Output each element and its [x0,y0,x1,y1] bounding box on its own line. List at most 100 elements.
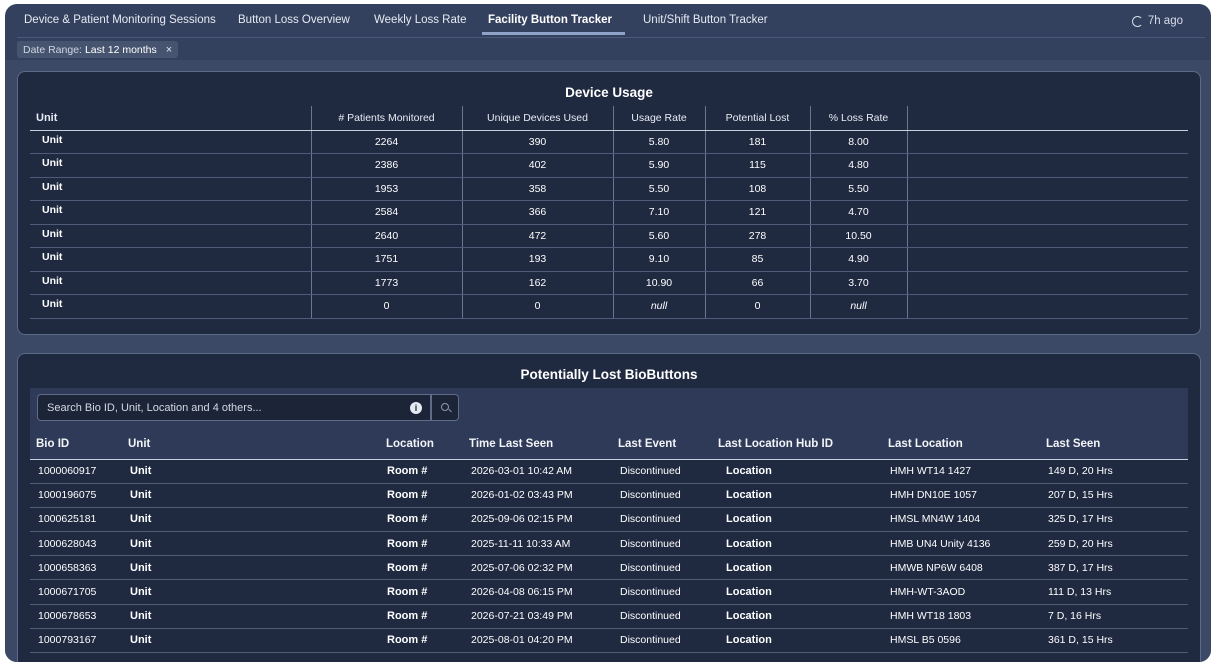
last-event-cell: Discontinued [613,483,713,508]
location-cell: Room # [331,459,464,484]
table-cell: 4.90 [809,247,907,272]
column-header[interactable]: Last Location [883,430,1041,460]
time-last-seen-cell: 2026-01-02 03:43 PM [464,483,613,508]
table-cell: 5.60 [612,224,705,248]
hub-id-cell: Location [713,579,883,605]
tab-weekly-loss-rate[interactable]: Weekly Loss Rate [374,14,467,26]
table-row[interactable]: 1000060917 Unit Room #2026-03-01 10:42 AM D… [30,459,1188,484]
column-header[interactable]: Bio ID [30,430,122,460]
column-header[interactable]: Last Event [613,430,713,460]
table-cell: 5.80 [612,130,705,154]
column-header[interactable]: Unit [30,106,311,131]
hub-id-cell: Location [713,459,883,484]
refresh-icon[interactable] [1131,15,1143,27]
table-cell: 66 [704,271,810,295]
search-button[interactable] [431,394,459,421]
last-location-cell: HMB UN4 Unity 4136 [883,531,1041,557]
unit-cell: Unit [122,628,331,654]
time-last-seen-cell: 2026-04-08 06:15 PM [464,579,613,605]
column-header[interactable]: Unique Devices Used [461,106,613,131]
table-row[interactable]: 1000196075 Unit Room #2026-01-02 03:43 PM D… [30,483,1188,508]
table-cell: 2264 [310,130,462,154]
table-cell: 390 [461,130,613,154]
table-cell: 10.90 [612,271,705,295]
last-event-cell: Discontinued [613,628,713,654]
tab-device-patient-monitoring[interactable]: Device & Patient Monitoring Sessions [24,14,216,26]
unit-cell: Unit [30,130,311,154]
search-icon-handle [448,408,452,413]
last-location-cell: HMH WT18 1803 [883,604,1041,629]
table-row[interactable]: 1000625181 Unit Room #2025-09-06 02:15 PM D… [30,507,1188,533]
column-header[interactable]: Last Seen [1041,430,1188,460]
search-input[interactable] [37,394,431,421]
last-event-cell: Discontinued [613,604,713,629]
time-last-seen-cell: 2025-07-06 02:32 PM [464,555,613,581]
column-header[interactable]: Unit [122,430,331,460]
location-cell: Room # [331,579,464,605]
bio-id-cell: 1000793167 [30,628,122,654]
column-header[interactable]: % Loss Rate [809,106,907,131]
table-row[interactable]: Unit 1773 162 10.90 66 3.70 [30,271,1188,295]
hub-id-cell: Location [713,483,883,508]
bio-id-cell: 1000658363 [30,555,122,581]
unit-cell: Unit [122,531,331,557]
table-cell: 472 [461,224,613,248]
table-header-row: Bio ID Unit Location Time Last Seen Last… [30,430,1188,460]
table-cell: 2386 [310,153,462,178]
tab-unit-shift-button-tracker[interactable]: Unit/Shift Button Tracker [643,14,768,26]
table-cell: 0 [461,294,613,319]
filter-value: Last 12 months [84,43,157,56]
tab-button-loss-overview[interactable]: Button Loss Overview [238,14,350,26]
table-cell: 3.70 [809,271,907,295]
last-seen-cell: 111 D, 13 Hrs [1041,579,1188,605]
column-header[interactable]: Last Location Hub ID [713,430,883,460]
table-header-row: Unit # Patients Monitored Unique Devices… [30,106,1188,131]
table-row[interactable]: Unit 1751 193 9.10 85 4.90 [30,247,1188,272]
bio-id-cell: 1000678653 [30,604,122,629]
table-cell: 1773 [310,271,462,295]
tab-facility-button-tracker[interactable]: Facility Button Tracker [488,14,612,26]
hub-id-cell: Location [713,507,883,533]
date-range-filter-chip[interactable]: Date Range: Last 12 months × [17,41,179,58]
last-event-cell: Discontinued [613,555,713,581]
table-cell-spacer [906,271,1188,295]
table-row[interactable]: 1000658363 Unit Room #2025-07-06 02:32 PM D… [30,555,1188,581]
location-cell: Room # [331,555,464,581]
table-row[interactable]: Unit 2386 402 5.90 115 4.80 [30,153,1188,178]
bio-id-cell: 1000196075 [30,483,122,508]
last-event-cell: Discontinued [613,459,713,484]
table-cell: 85 [704,247,810,272]
column-header[interactable]: Location [331,430,464,460]
column-header[interactable]: Potential Lost [704,106,810,131]
column-header[interactable]: Usage Rate [612,106,705,131]
bio-id-cell: 1000625181 [30,507,122,533]
last-event-cell: Discontinued [613,507,713,533]
content-area: Device Usage Unit # Patients Monitored U… [5,60,1211,662]
info-icon[interactable]: i [410,402,422,414]
column-header[interactable]: Time Last Seen [464,430,613,460]
bio-id-cell: 1000628043 [30,531,122,557]
last-seen-cell: 259 D, 20 Hrs [1041,531,1188,557]
last-event-cell: Discontinued [613,531,713,557]
table-cell: 4.70 [809,200,907,225]
table-row[interactable]: 1000678653 Unit Room #2026-07-21 03:49 PM D… [30,604,1188,629]
table-row[interactable]: 1000793167 Unit Room #2025-08-01 04:20 PM D… [30,628,1188,654]
table-cell: 5.50 [612,177,705,201]
column-header[interactable]: # Patients Monitored [310,106,462,131]
table-row[interactable]: Unit 2584 366 7.10 121 4.70 [30,200,1188,225]
table-cell-spacer [906,130,1188,154]
table-row[interactable]: Unit 2640 472 5.60 278 10.50 [30,224,1188,248]
close-icon[interactable]: × [165,43,173,56]
last-seen-cell: 387 D, 17 Hrs [1041,555,1188,581]
table-row[interactable]: Unit 0 0 null 0 null [30,294,1188,319]
unit-cell: Unit [122,555,331,581]
table-row[interactable]: 1000671705 Unit Room #2026-04-08 06:15 PM D… [30,579,1188,605]
table-row[interactable]: Unit 1953 358 5.50 108 5.50 [30,177,1188,201]
refresh-status[interactable]: 7h ago [1131,15,1183,27]
last-seen-cell: 7 D, 16 Hrs [1041,604,1188,629]
time-last-seen-cell: 2026-07-21 03:49 PM [464,604,613,629]
table-row[interactable]: 1000628043 Unit Room #2025-11-11 10:33 AM D… [30,531,1188,557]
table-cell: 162 [461,271,613,295]
table-row[interactable]: Unit 2264 390 5.80 181 8.00 [30,130,1188,154]
bio-id-cell: 1000060917 [30,459,122,484]
